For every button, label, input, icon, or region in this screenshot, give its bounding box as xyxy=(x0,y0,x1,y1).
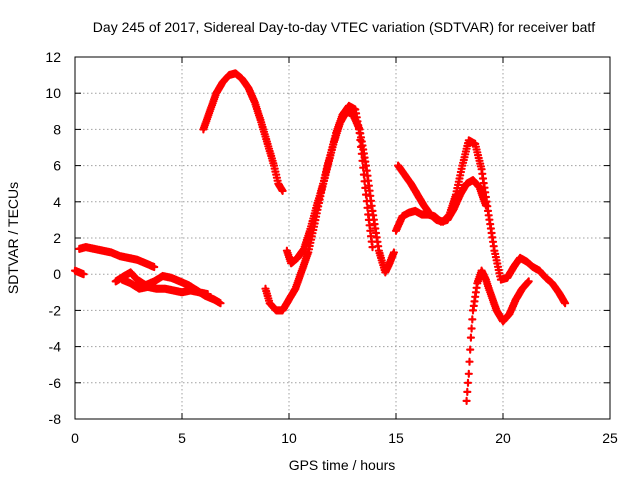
x-tick-label: 20 xyxy=(495,430,511,446)
y-tick-label: 6 xyxy=(53,158,61,174)
y-tick-label: 2 xyxy=(53,230,61,246)
y-tick-label: -8 xyxy=(49,411,62,427)
series-trace-b xyxy=(75,243,159,272)
x-tick-label: 0 xyxy=(71,430,79,446)
x-tick-label: 10 xyxy=(281,430,297,446)
y-tick-label: 8 xyxy=(53,121,61,137)
y-tick-label: 4 xyxy=(53,194,61,210)
plot-frame xyxy=(74,56,611,420)
y-tick-label: 12 xyxy=(45,49,61,65)
y-tick-label: -2 xyxy=(49,302,62,318)
series-trace-g xyxy=(282,101,377,268)
y-tick-label: -4 xyxy=(49,339,62,355)
y-tick-label: 10 xyxy=(45,85,61,101)
x-tick-label: 5 xyxy=(178,430,186,446)
x-tick-label: 15 xyxy=(388,430,404,446)
y-tick-label: 0 xyxy=(53,266,61,282)
x-tick-label: 25 xyxy=(602,430,618,446)
series-trace-a xyxy=(70,266,88,279)
x-axis-label: GPS time / hours xyxy=(289,457,396,473)
y-tick-label: -6 xyxy=(49,375,62,391)
chart-title: Day 245 of 2017, Sidereal Day-to-day VTE… xyxy=(93,19,596,35)
x-tick-labels: 0 5 10 15 20 25 xyxy=(71,430,618,446)
y-axis-label: SDTVAR / TECUs xyxy=(5,182,21,294)
y-tick-labels: -8 -6 -4 -2 0 2 4 6 8 10 12 xyxy=(45,49,61,427)
data-series xyxy=(70,69,570,405)
series-trace-i xyxy=(394,136,570,308)
series-trace-e xyxy=(199,69,287,195)
series-trace-j xyxy=(462,266,533,405)
series-trace-d xyxy=(118,275,212,299)
